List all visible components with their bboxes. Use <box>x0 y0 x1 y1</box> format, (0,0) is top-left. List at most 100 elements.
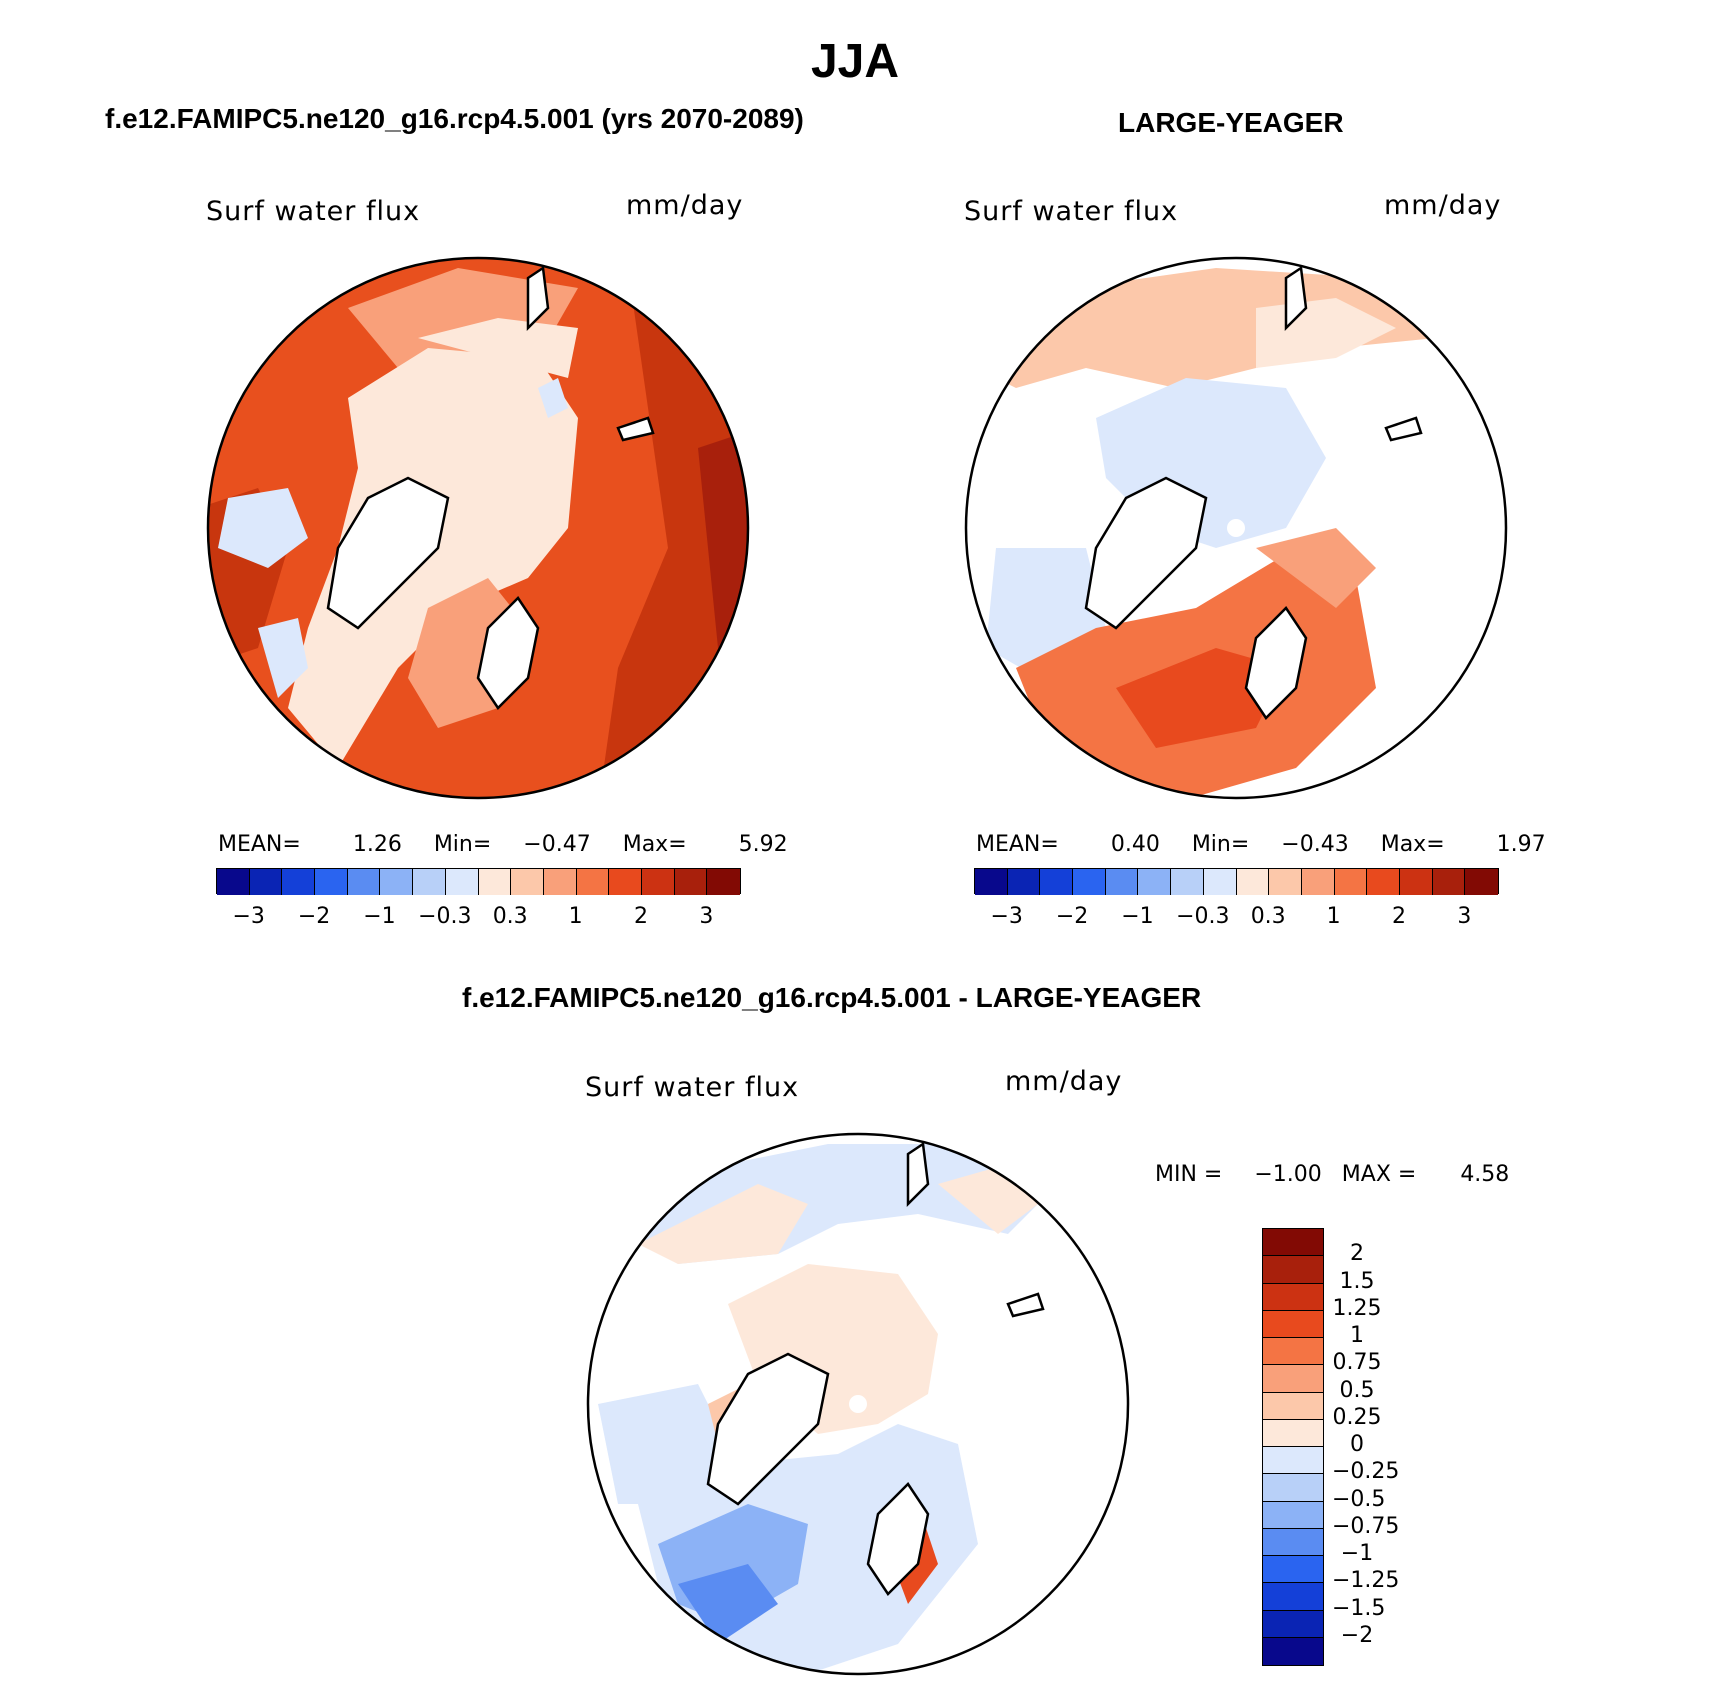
colorbar-swatch <box>1263 1474 1323 1502</box>
colorbar-swatch <box>1263 1610 1323 1638</box>
colorbar-tick-label: −1 <box>363 904 396 929</box>
colorbar-tick-label: −0.75 <box>1332 1513 1400 1539</box>
colorbar-swatch <box>1432 869 1466 895</box>
variable-label-diff: Surf water flux <box>585 1072 800 1103</box>
colorbar-tick-label: −1 <box>1121 904 1154 929</box>
scandinavia-outline <box>1244 606 1308 720</box>
colorbar-tick-label: 2 <box>1350 1241 1364 1267</box>
greenland-outline <box>1084 476 1208 630</box>
colorbar-swatch <box>445 869 479 895</box>
colorbar-swatch <box>1105 869 1139 895</box>
land-outlines <box>706 1141 1045 1596</box>
colorbar-swatch <box>1263 1583 1323 1611</box>
alaska-island-outline <box>616 416 655 442</box>
colorbar-swatch <box>1269 869 1302 895</box>
map-fill-dark-atlantic <box>1116 648 1286 748</box>
mean-value: 0.40 <box>1110 832 1160 857</box>
colorbar-tick-label: 1.5 <box>1339 1268 1375 1294</box>
colorbar-tick-label: −3 <box>232 904 265 929</box>
colorbar-swatch <box>282 869 316 895</box>
min-value: −0.47 <box>523 832 591 857</box>
colorbar-swatch <box>1263 1501 1323 1529</box>
panel-title-diff: f.e12.FAMIPC5.ne120_g16.rcp4.5.001 - LAR… <box>462 982 1202 1013</box>
max-label: MAX = <box>1341 1162 1417 1187</box>
figure-title: JJA <box>810 35 900 88</box>
colorbar-tick-label: −0.25 <box>1332 1459 1400 1485</box>
min-label: MIN = <box>1155 1162 1223 1187</box>
colorbar-tick-label: −0.3 <box>418 904 472 929</box>
min-label: Min= <box>433 832 492 857</box>
stats-model: MEAN= 1.26 Min= −0.47 Max= 5.92 <box>218 832 788 857</box>
max-value: 1.97 <box>1496 832 1546 857</box>
colorbar-swatch <box>1263 1637 1323 1665</box>
colorbar-swatch <box>641 869 675 895</box>
kamchatka-outline <box>526 265 550 332</box>
colorbar-tick-label: 0.3 <box>1250 904 1286 929</box>
colorbar-tick-label: 2 <box>633 904 648 929</box>
colorbar-ticks-diff: 2 1.5 1.25 1 0.75 0.5 0.25 0 −0.25 −0.5 −0.75 −1 −1.… <box>1332 1228 1452 1666</box>
kamchatka-outline <box>1284 265 1308 332</box>
colorbar-tick-label: 1.25 <box>1332 1295 1382 1321</box>
colorbar-swatch <box>1399 869 1433 895</box>
colorbar-obs <box>974 868 1499 895</box>
colorbar-swatch <box>1263 1556 1323 1584</box>
colorbar-swatch <box>1138 869 1172 895</box>
units-label-model: mm/day <box>626 190 744 221</box>
colorbar-swatch <box>1171 869 1204 895</box>
colorbar-swatch <box>1263 1283 1323 1311</box>
land-outlines <box>1084 265 1423 720</box>
colorbar-swatch <box>576 869 610 895</box>
max-label: Max= <box>1380 832 1445 857</box>
colorbar-tick-label: −2 <box>1055 904 1089 929</box>
max-value: 5.92 <box>738 832 788 857</box>
alaska-island-outline <box>1006 1292 1045 1318</box>
colorbar-tick-label: −2 <box>297 904 331 929</box>
stats-diff: MIN = −1.00 MAX = 4.58 <box>1155 1162 1509 1187</box>
colorbar-swatch <box>380 869 414 895</box>
colorbar-swatch <box>315 869 348 895</box>
colorbar-swatch <box>1007 869 1041 895</box>
colorbar-swatch <box>217 869 250 895</box>
colorbar-swatch <box>1263 1419 1323 1447</box>
colorbar-swatch <box>413 869 446 895</box>
colorbar-swatch <box>674 869 708 895</box>
colorbar-tick-label: 0.5 <box>1339 1377 1375 1403</box>
greenland-outline <box>326 476 450 630</box>
scandinavia-outline <box>866 1482 930 1596</box>
colorbar-tick-label: 1 <box>1326 904 1341 929</box>
max-label: Max= <box>622 832 687 857</box>
colorbar-swatch <box>1263 1392 1323 1420</box>
colorbar-swatch <box>543 869 577 895</box>
polar-map-diff <box>586 1132 1130 1676</box>
colorbar-tick-label: 1 <box>568 904 583 929</box>
colorbar-tick-label: −0.5 <box>1332 1486 1386 1512</box>
colorbar-swatch <box>1236 869 1270 895</box>
colorbar-swatch <box>1334 869 1368 895</box>
colorbar-tick-label: −2 <box>1340 1622 1374 1648</box>
colorbar-tick-label: 3 <box>699 904 714 929</box>
units-label-obs: mm/day <box>1384 190 1502 221</box>
colorbar-tick-label: −1.5 <box>1332 1595 1386 1621</box>
units-label-diff: mm/day <box>1005 1066 1123 1097</box>
variable-label-model: Surf water flux <box>206 196 421 227</box>
colorbar-swatch <box>1203 869 1237 895</box>
colorbar-swatch <box>1465 869 1498 895</box>
map-fill-blue-labrador <box>258 618 308 698</box>
colorbar-swatch <box>707 869 740 895</box>
pole-hole <box>1227 519 1245 537</box>
colorbar-tick-label: 2 <box>1391 904 1406 929</box>
colorbar-swatch <box>1073 869 1106 895</box>
map-fill-pale-northwest <box>638 1184 808 1264</box>
land-outlines <box>326 265 655 710</box>
colorbar-swatch <box>1263 1365 1323 1393</box>
mean-value: 1.26 <box>352 832 402 857</box>
colorbar-swatch <box>347 869 381 895</box>
colorbar-tick-label: 0.3 <box>492 904 528 929</box>
colorbar-diff <box>1262 1228 1324 1666</box>
colorbar-swatch <box>1040 869 1074 895</box>
colorbar-swatch <box>1367 869 1400 895</box>
colorbar-swatch <box>1263 1528 1323 1556</box>
colorbar-tick-label: 0.75 <box>1332 1350 1382 1376</box>
colorbar-swatch <box>478 869 512 895</box>
max-value: 4.58 <box>1460 1162 1510 1187</box>
